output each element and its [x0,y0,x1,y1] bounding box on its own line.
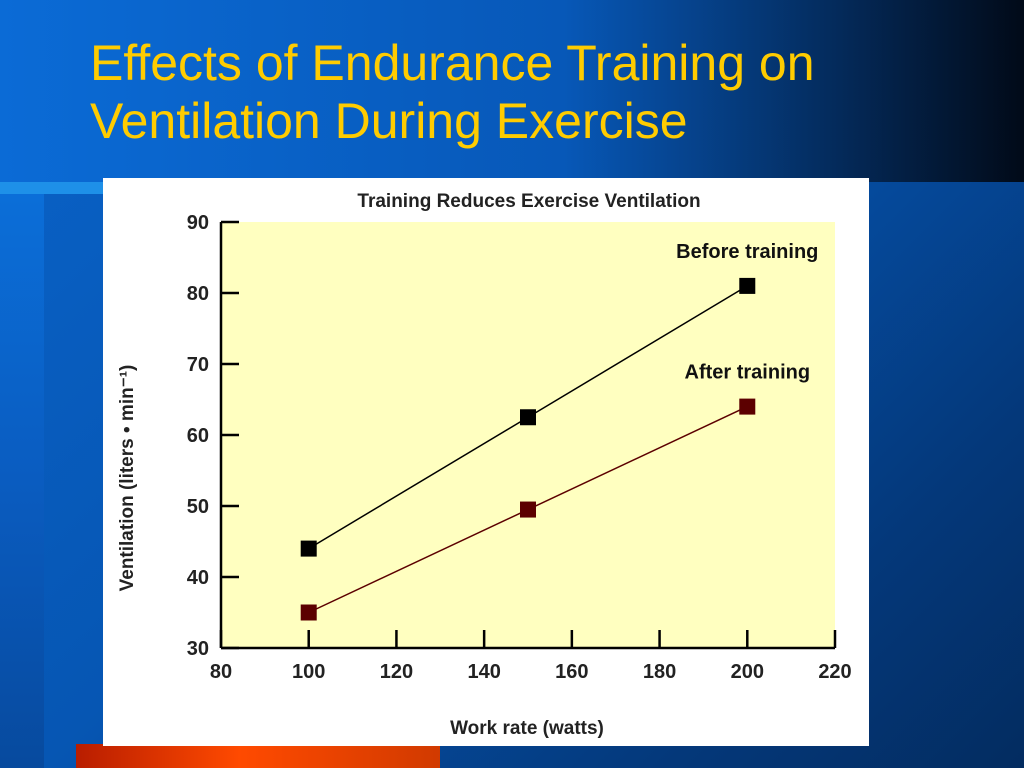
left-stripe [0,194,44,768]
plot-area [221,222,835,648]
data-point [520,501,536,518]
y-tick-label: 80 [187,283,209,305]
y-tick-label: 30 [187,638,209,660]
accent-bar [0,182,105,194]
x-tick-label: 120 [380,661,413,683]
data-point [739,398,756,415]
y-tick-label: 70 [187,354,209,376]
series-label: Before training [676,241,818,263]
y-tick-label: 90 [187,212,209,234]
x-tick-label: 100 [292,661,325,683]
x-axis-label: Work rate (watts) [450,718,604,739]
data-point [739,277,756,294]
title-band [0,0,1024,182]
bottom-accent-bar [76,744,440,768]
x-tick-label: 80 [210,661,232,683]
x-tick-label: 140 [467,661,500,683]
y-tick-label: 50 [187,496,209,518]
y-tick-label: 60 [187,425,209,447]
chart-panel: Training Reduces Exercise Ventilation Wo… [103,178,869,746]
x-tick-label: 160 [555,661,588,683]
data-point [300,604,317,621]
data-point [300,540,317,557]
data-point [520,409,536,426]
ventilation-chart: Training Reduces Exercise Ventilation Wo… [117,191,852,739]
slide-title: Effects of Endurance Training on Ventila… [90,35,815,149]
x-tick-label: 200 [731,661,764,683]
series-label: After training [685,362,811,384]
y-axis-label: Ventilation (liters • min⁻¹) [117,365,138,592]
chart-title: Training Reduces Exercise Ventilation [357,191,700,212]
x-tick-label: 220 [818,661,851,683]
y-tick-label: 40 [187,567,209,589]
x-tick-label: 180 [643,661,676,683]
